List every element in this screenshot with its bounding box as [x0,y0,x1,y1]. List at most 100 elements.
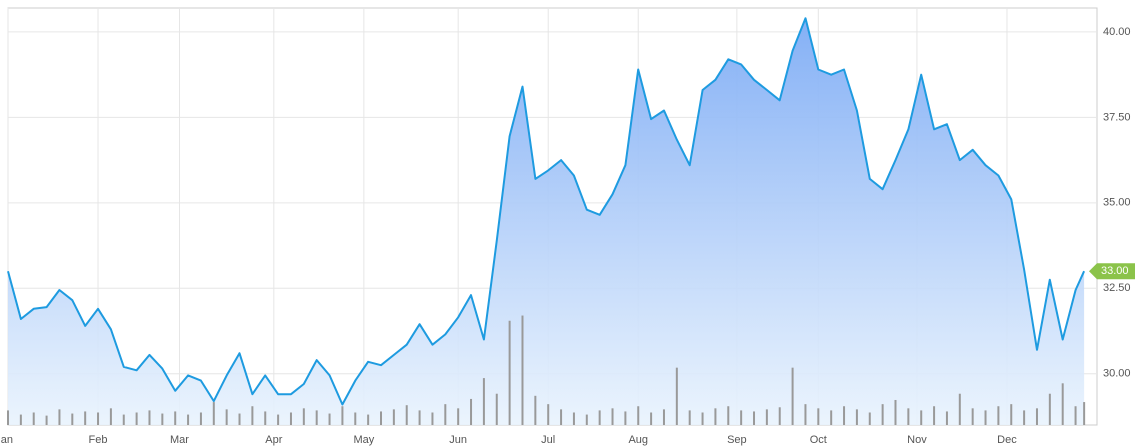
volume-bar [174,411,177,425]
volume-bar [637,406,640,425]
volume-bar [547,404,550,425]
volume-bar [971,408,974,425]
volume-bar [277,414,280,425]
volume-bar [315,410,318,425]
volume-bar [1023,410,1026,425]
volume-bar [84,411,87,425]
volume-bar [560,409,563,425]
volume-bar [650,412,653,425]
volume-bar [135,412,138,425]
volume-bar [122,414,125,425]
area-fill [8,18,1085,426]
x-tick-label: Nov [907,434,927,446]
volume-bar [212,402,215,425]
x-tick-label: Apr [265,434,282,446]
volume-bar [843,406,846,425]
volume-bar [572,412,575,425]
volume-bar [598,410,601,425]
volume-bar [71,413,74,425]
last-price-label: 33.00 [1101,265,1129,277]
y-tick-label: 32.50 [1103,282,1131,294]
volume-bar [1010,404,1013,425]
volume-bar [817,408,820,425]
x-tick-label: an [1,434,13,446]
y-tick-label: 40.00 [1103,26,1131,38]
volume-bar [405,405,408,425]
volume-bar [161,413,164,425]
x-tick-label: Dec [997,434,1017,446]
volume-bar [444,404,447,425]
volume-bar [868,412,871,425]
volume-bar [1061,383,1064,425]
volume-bar [945,411,948,425]
volume-bar [199,412,202,425]
volume-bar [7,410,9,425]
x-tick-label: Sep [727,434,747,446]
volume-bar [662,409,665,425]
volume-bar [585,414,588,425]
last-price-badge [1089,263,1135,280]
volume-bar [225,409,228,425]
volume-bar [302,408,305,425]
volume-bar [701,412,704,425]
volume-bar [830,410,833,425]
volume-bar [753,411,756,425]
volume-bar [482,378,485,425]
x-tick-label: Feb [89,434,108,446]
volume-bar [624,411,627,425]
y-tick-label: 30.00 [1103,368,1131,380]
price-line [7,17,1086,406]
x-tick-label: Mar [170,434,189,446]
volume-bar [714,408,717,425]
volume-bar [431,412,434,425]
x-tick-label: Aug [628,434,648,446]
y-tick-label: 35.00 [1103,197,1131,209]
x-tick-label: Jun [449,434,467,446]
volume-bar [341,406,344,425]
volume-bar [289,412,292,425]
volume-bar [148,410,151,425]
volume-bar [688,410,691,425]
volume-bar [264,411,267,425]
volume-bar [187,414,190,425]
volume-bar [392,409,395,425]
volume-bar [97,412,100,425]
volume-bar [740,410,743,425]
x-tick-label: Oct [810,434,827,446]
volume-bar [894,399,897,425]
volume-bar [881,404,884,425]
volume-bar [984,410,987,425]
volume-bar [611,408,614,425]
volume-bar [495,393,498,425]
volume-bar [45,415,48,425]
volume-bar [1035,408,1038,425]
volume-bar [855,409,858,425]
volume-bar [778,407,781,425]
x-tick-label: Jul [541,434,555,446]
volume-bar [251,406,254,425]
volume-bar [1083,402,1086,425]
volume-bar [1048,393,1051,425]
volume-bar [804,404,807,425]
volume-bar [920,410,923,425]
volume-bar [367,414,370,425]
volume-bar [765,409,768,425]
volume-bar [457,408,460,425]
volume-bar [328,413,331,425]
volume-bar [354,412,357,425]
volume-bar [470,398,473,425]
volume-bar [791,367,794,425]
volume-bar [380,411,383,425]
volume-bar [958,393,961,425]
y-tick-label: 37.50 [1103,111,1131,123]
volume-bar [675,367,678,425]
volume-bar [58,409,61,425]
x-tick-label: May [353,434,374,446]
volume-bar [238,413,241,425]
volume-bar [109,408,112,425]
volume-bar [534,395,537,425]
volume-bar [32,412,35,425]
volume-bar [997,406,1000,425]
volume-bar [727,406,730,425]
